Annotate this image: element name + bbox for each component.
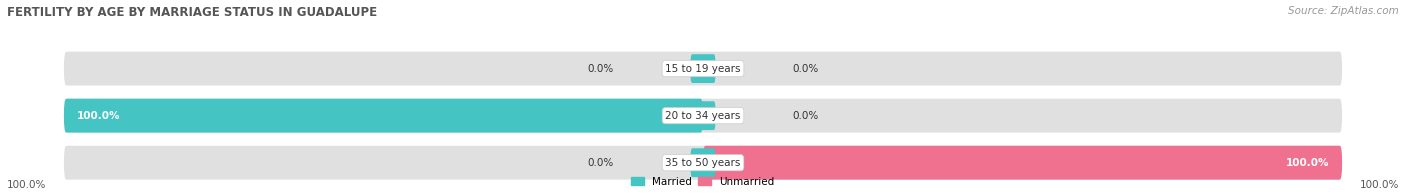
Text: 100.0%: 100.0% bbox=[77, 111, 120, 121]
FancyBboxPatch shape bbox=[690, 54, 716, 83]
Text: 0.0%: 0.0% bbox=[793, 111, 818, 121]
FancyBboxPatch shape bbox=[63, 99, 1343, 132]
Text: 100.0%: 100.0% bbox=[7, 180, 46, 190]
FancyBboxPatch shape bbox=[63, 99, 703, 132]
Text: 15 to 19 years: 15 to 19 years bbox=[665, 64, 741, 74]
Text: 100.0%: 100.0% bbox=[1286, 158, 1329, 168]
Text: 20 to 34 years: 20 to 34 years bbox=[665, 111, 741, 121]
Text: Source: ZipAtlas.com: Source: ZipAtlas.com bbox=[1288, 6, 1399, 16]
FancyBboxPatch shape bbox=[63, 146, 1343, 180]
FancyBboxPatch shape bbox=[703, 146, 1343, 180]
Text: 0.0%: 0.0% bbox=[588, 64, 613, 74]
Legend: Married, Unmarried: Married, Unmarried bbox=[627, 172, 779, 191]
FancyBboxPatch shape bbox=[690, 101, 716, 130]
Text: 35 to 50 years: 35 to 50 years bbox=[665, 158, 741, 168]
FancyBboxPatch shape bbox=[690, 148, 716, 177]
Text: FERTILITY BY AGE BY MARRIAGE STATUS IN GUADALUPE: FERTILITY BY AGE BY MARRIAGE STATUS IN G… bbox=[7, 6, 377, 19]
Text: 100.0%: 100.0% bbox=[1360, 180, 1399, 190]
Text: 0.0%: 0.0% bbox=[588, 158, 613, 168]
FancyBboxPatch shape bbox=[63, 52, 1343, 85]
Text: 0.0%: 0.0% bbox=[793, 64, 818, 74]
